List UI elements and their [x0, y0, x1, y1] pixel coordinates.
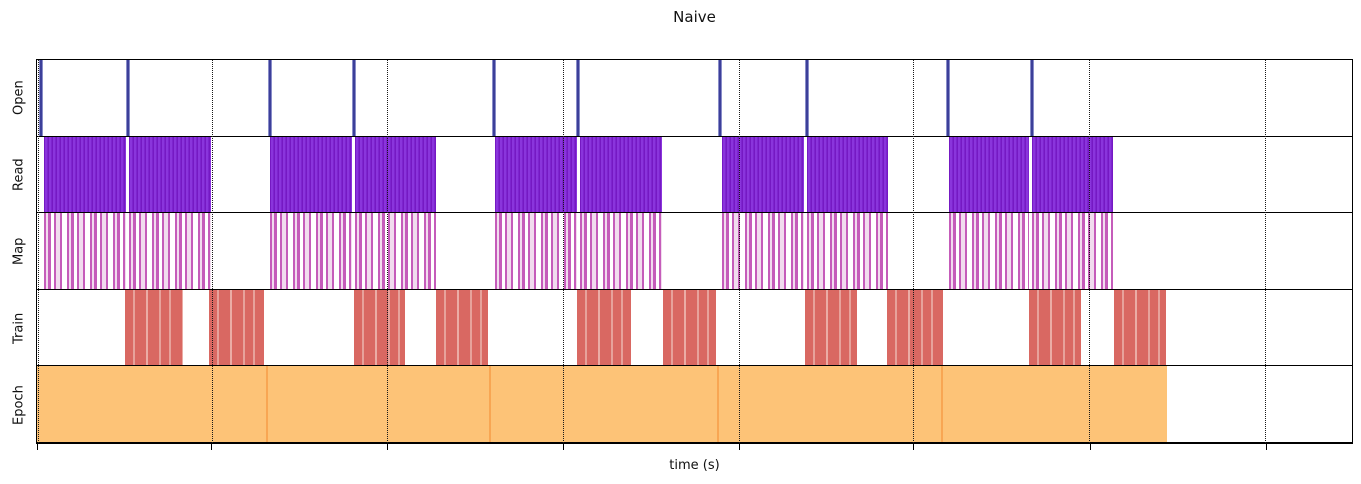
train-interval-bar [886, 289, 943, 366]
x-axis-tick [211, 444, 213, 450]
read-interval-bar [948, 136, 1030, 213]
map-interval-bar [269, 213, 353, 289]
read-interval-bar [1032, 136, 1114, 213]
open-event-spike [351, 60, 356, 136]
read-interval-bar [43, 136, 126, 213]
open-event-spike [718, 60, 722, 136]
map-interval-bar [355, 213, 437, 289]
read-interval-bar [495, 136, 578, 213]
epoch-interval-bar [37, 366, 266, 442]
x-axis-tick [563, 444, 565, 450]
read-interval-bar [128, 136, 211, 213]
train-interval-bar [1114, 289, 1167, 366]
train-interval-bar [577, 289, 632, 366]
open-event-spike [576, 60, 581, 136]
vertical-gridline [912, 60, 914, 443]
x-axis-tick [37, 444, 39, 450]
x-axis-tick [739, 444, 740, 450]
vertical-gridline [1265, 60, 1267, 443]
map-interval-bar [1032, 213, 1114, 289]
epoch-interval-bar [265, 366, 490, 442]
read-interval-bar [269, 136, 353, 213]
track-train [37, 289, 1352, 367]
open-event-spike [38, 60, 43, 136]
open-event-spike [804, 60, 809, 136]
open-event-spike [945, 60, 950, 136]
x-axis-tick [386, 444, 388, 450]
map-interval-bar [580, 213, 662, 289]
chart-title: Naive [673, 8, 716, 26]
map-interval-bar [128, 213, 211, 289]
track-map [37, 213, 1352, 290]
plot-area [36, 59, 1353, 444]
vertical-gridline [38, 60, 40, 443]
train-interval-bar [663, 289, 716, 366]
open-event-spike [1029, 60, 1034, 136]
map-interval-bar [806, 213, 888, 289]
train-interval-bar [804, 289, 857, 366]
track-open [37, 60, 1352, 137]
train-interval-bar [208, 289, 264, 366]
train-interval-bar [124, 289, 183, 366]
x-axis-label: time (s) [669, 458, 720, 473]
vertical-gridline [1089, 60, 1091, 443]
x-axis-tick [1089, 444, 1091, 450]
read-interval-bar [355, 136, 437, 213]
open-event-spike [492, 60, 497, 136]
vertical-gridline [387, 60, 389, 443]
read-interval-bar [721, 136, 804, 213]
vertical-gridline [211, 60, 213, 443]
train-interval-bar [436, 289, 489, 366]
x-axis-tick [1265, 444, 1267, 450]
epoch-interval-bar [940, 366, 1168, 442]
train-interval-bar [1029, 289, 1082, 366]
map-interval-bar [43, 213, 126, 289]
map-interval-bar [721, 213, 804, 289]
vertical-gridline [738, 60, 740, 443]
open-event-spike [125, 60, 130, 136]
open-event-spike [267, 60, 272, 136]
read-interval-bar [806, 136, 888, 213]
row-label-read: Read [11, 158, 27, 191]
row-label-train: Train [11, 312, 27, 345]
row-label-map: Map [11, 237, 27, 266]
epoch-interval-bar [716, 366, 941, 442]
train-interval-bar [353, 289, 406, 366]
read-interval-bar [580, 136, 662, 213]
row-label-open: Open [11, 80, 27, 115]
track-read [37, 136, 1352, 214]
x-axis-tick [912, 444, 914, 450]
track-epoch [37, 366, 1352, 443]
map-interval-bar [948, 213, 1030, 289]
epoch-interval-bar [489, 366, 717, 442]
vertical-gridline [563, 60, 565, 443]
map-interval-bar [495, 213, 578, 289]
row-label-epoch: Epoch [11, 385, 27, 426]
